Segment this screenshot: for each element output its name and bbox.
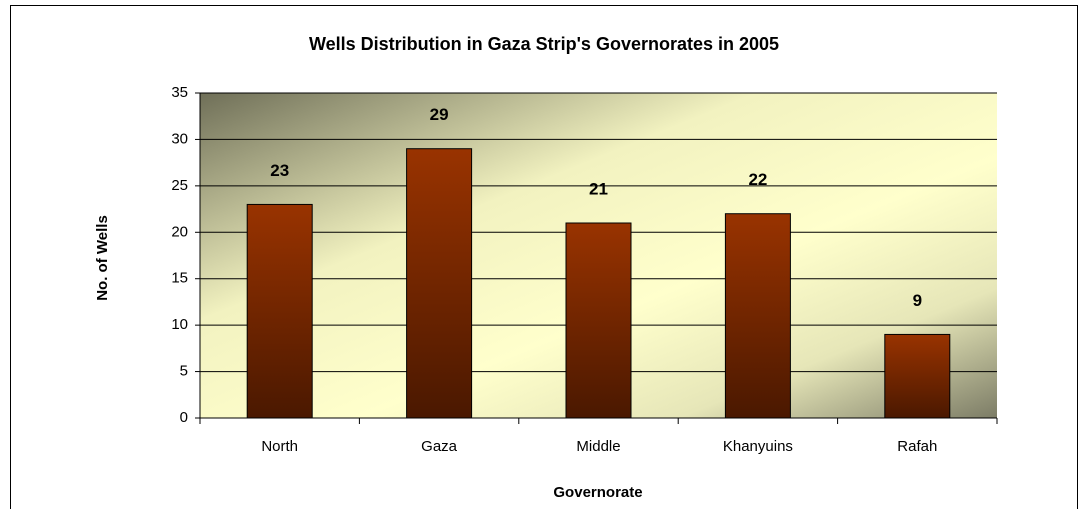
bar	[246, 203, 313, 419]
data-label: 21	[589, 179, 608, 198]
bar	[724, 213, 791, 419]
chart-title: Wells Distribution in Gaza Strip's Gover…	[309, 34, 779, 54]
data-label: 23	[270, 161, 289, 180]
x-tick-label: North	[261, 438, 298, 455]
chart-frame	[10, 5, 1078, 509]
y-tick-label: 0	[180, 409, 188, 426]
y-tick-label: 20	[171, 223, 188, 240]
y-tick-label: 35	[171, 84, 188, 101]
bar	[565, 222, 632, 419]
y-axis-label: No. of Wells	[94, 215, 111, 301]
data-label: 22	[748, 170, 767, 189]
x-tick-label: Middle	[576, 438, 620, 455]
x-tick-label: Rafah	[897, 438, 937, 455]
bar	[884, 333, 951, 419]
data-label: 9	[913, 291, 922, 310]
y-tick-label: 10	[171, 316, 188, 333]
x-tick-label: Khanyuins	[723, 438, 793, 455]
y-tick-label: 5	[180, 363, 188, 380]
y-tick-label: 25	[171, 177, 188, 194]
x-tick-label: Gaza	[421, 438, 458, 455]
y-tick-label: 15	[171, 270, 188, 287]
bar	[406, 148, 473, 419]
data-label: 29	[430, 105, 449, 124]
y-tick-label: 30	[171, 130, 188, 147]
x-axis-label: Governorate	[553, 484, 642, 501]
